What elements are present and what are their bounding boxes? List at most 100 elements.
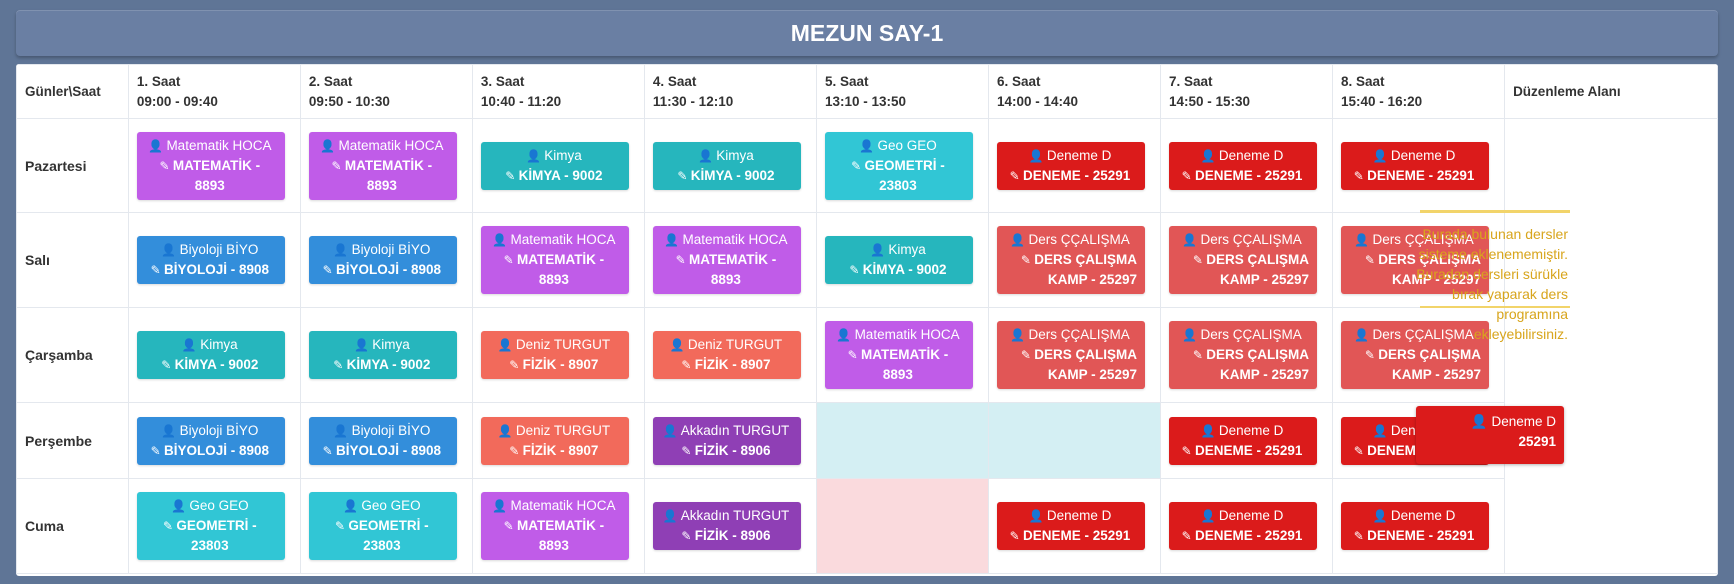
slot-cell[interactable]: 👤 Ders ÇÇALIŞMA ✎ DERS ÇALIŞMA KAMP - 252… [1332, 212, 1506, 308]
lesson-card[interactable]: 👤 Deneme D ✎ DENEME - 25291 [1341, 141, 1490, 190]
lesson-card[interactable]: 👤 Biyoloji BİYO ✎ BİYOLOJİ - 8908 [308, 236, 457, 284]
lesson-card[interactable]: 👤 Kimya ✎ KİMYA - 9002 [824, 236, 973, 284]
slot-cell[interactable]: 👤 Deneme D ✎ DENEME - 25291 [1159, 478, 1334, 574]
slot-cell[interactable]: 👤 Kimya ✎ KİMYA - 9002 [471, 118, 645, 213]
user-icon: 👤 [353, 338, 373, 352]
slot-cell[interactable]: 👤 Kimya ✎ KİMYA - 9002 [815, 212, 989, 308]
slot-cell[interactable]: 👤 Kimya ✎ KİMYA - 9002 [643, 118, 817, 213]
dragged-lesson-card[interactable]: 👤 Deneme D 25291 [1416, 406, 1564, 464]
slot-cell[interactable]: 👤 Biyoloji BİYO ✎ BİYOLOJİ - 8908 [127, 212, 301, 308]
edit-icon: ✎ [150, 443, 164, 458]
page-title: MEZUN SAY-1 [16, 10, 1718, 56]
slot-cell[interactable]: 👤 Deneme D ✎ DENEME - 25291 [987, 478, 1162, 574]
lesson-course: KİMYA - 9002 [518, 167, 603, 183]
edit-icon: ✎ [1181, 168, 1196, 183]
lesson-card[interactable]: 👤 Kimya ✎ KİMYA - 9002 [652, 141, 801, 190]
lesson-card[interactable]: 👤 Kimya ✎ KİMYA - 9002 [136, 331, 285, 379]
slot-cell[interactable]: 👤 Deniz TURGUT ✎ FİZİK - 8907 [471, 402, 645, 479]
lesson-card[interactable]: 👤 Deniz TURGUT ✎ FİZİK - 8907 [652, 331, 801, 379]
lesson-card[interactable]: 👤 Deniz TURGUT ✎ FİZİK - 8907 [480, 416, 629, 465]
slot-cell[interactable]: 👤 Kimya ✎ KİMYA - 9002 [127, 307, 301, 403]
schedule-table: Günler\Saat 1. Saat 09:00 - 09:40 2. Saat… [16, 64, 1718, 576]
lesson-card[interactable]: 👤 Ders ÇÇALIŞMA ✎ DERS ÇALIŞMA KAMP - 252… [1341, 226, 1490, 294]
user-icon: 👤 [662, 509, 681, 523]
lesson-card[interactable]: 👤 Akkadın TURGUT ✎ FİZİK - 8906 [652, 502, 801, 550]
slot-cell[interactable]: 👤 Deneme D ✎ DENEME - 25291 [1159, 402, 1334, 479]
slot-cell[interactable]: 👤 Kimya ✎ KİMYA - 9002 [299, 307, 473, 403]
slot-cell[interactable]: 👤 Akkadın TURGUT ✎ FİZİK - 8906 [643, 478, 817, 574]
slot-cell[interactable]: 👤 Matematik HOCA ✎ MATEMATİK - 8893 [471, 478, 645, 574]
empty-slot-cell[interactable] [815, 402, 989, 479]
slot-cell[interactable]: 👤 Matematik HOCA ✎ MATEMATİK - 8893 [127, 118, 301, 213]
slot-cell[interactable]: 👤 Deneme D ✎ DENEME - 25291 [1332, 478, 1506, 574]
slot-cell[interactable]: 👤 Biyoloji BİYO ✎ BİYOLOJİ - 8908 [299, 212, 473, 308]
lesson-card[interactable]: 👤 Biyoloji BİYO ✎ BİYOLOJİ - 8908 [136, 416, 285, 465]
slot-cell[interactable]: 👤 Matematik HOCA ✎ MATEMATİK - 8893 [643, 212, 817, 308]
edit-area-cell[interactable] [1504, 118, 1718, 574]
lesson-card[interactable]: 👤 Deneme D ✎ DENEME - 25291 [1169, 141, 1317, 190]
slot-cell[interactable]: 👤 Geo GEO ✎ GEOMETRİ - 23803 [127, 478, 301, 574]
lesson-course: DERS ÇALIŞMA KAMP - 25297 [1206, 252, 1309, 287]
empty-slot-cell[interactable] [815, 478, 989, 574]
lesson-card[interactable]: 👤 Matematik HOCA ✎ MATEMATİK - 8893 [136, 131, 285, 200]
lesson-card[interactable]: 👤 Deneme D ✎ DENEME - 25291 [1341, 502, 1490, 550]
slot-cell[interactable]: 👤 Matematik HOCA ✎ MATEMATİK - 8893 [299, 118, 473, 213]
lesson-card[interactable]: 👤 Matematik HOCA ✎ MATEMATİK - 8893 [652, 226, 801, 294]
slot-cell[interactable]: 👤 Ders ÇÇALIŞMA ✎ DERS ÇALIŞMA KAMP - 252… [1159, 212, 1334, 308]
slot-cell[interactable]: 👤 Deniz TURGUT ✎ FİZİK - 8907 [471, 307, 645, 403]
slot-header-8: 8. Saat 15:40 - 16:20 [1332, 64, 1506, 119]
empty-slot-cell[interactable] [987, 402, 1162, 479]
slot-cell[interactable]: 👤 Deniz TURGUT ✎ FİZİK - 8907 [643, 307, 817, 403]
lesson-card[interactable]: 👤 Ders ÇÇALIŞMA ✎ DERS ÇALIŞMA KAMP - 252… [1169, 321, 1317, 389]
slot-cell[interactable]: 👤 Deneme D ✎ DENEME - 25291 [1159, 118, 1334, 213]
slot-cell[interactable]: 👤 Deneme D ✎ DENEME - 25291 [987, 118, 1162, 213]
slot-cell[interactable]: 👤 Biyoloji BİYO ✎ BİYOLOJİ - 8908 [127, 402, 301, 479]
lesson-card[interactable]: 👤 Ders ÇÇALIŞMA ✎ DERS ÇALIŞMA KAMP - 252… [996, 321, 1145, 389]
slot-cell[interactable]: 👤 Ders ÇÇALIŞMA ✎ DERS ÇALIŞMA KAMP - 252… [987, 307, 1162, 403]
lesson-card[interactable]: 👤 Kimya ✎ KİMYA - 9002 [308, 331, 457, 379]
lesson-card[interactable]: 👤 Akkadın TURGUT ✎ FİZİK - 8906 [652, 416, 801, 465]
edit-icon: ✎ [1353, 529, 1368, 543]
lesson-teacher: Geo GEO [877, 137, 937, 153]
lesson-teacher: Deneme D [1218, 147, 1284, 163]
slot-cell[interactable]: 👤 Ders ÇÇALIŞMA ✎ DERS ÇALIŞMA KAMP - 252… [987, 212, 1162, 308]
lesson-card[interactable]: 👤 Biyoloji BİYO ✎ BİYOLOJİ - 8908 [308, 416, 457, 465]
user-icon: 👤 [1182, 328, 1201, 342]
user-icon: 👤 [1028, 509, 1047, 523]
lesson-teacher: Ders ÇÇALIŞMA [1028, 327, 1130, 342]
lesson-card[interactable]: 👤 Ders ÇÇALIŞMA ✎ DERS ÇALIŞMA KAMP - 252… [1341, 321, 1490, 389]
lesson-card[interactable]: 👤 Kimya ✎ KİMYA - 9002 [480, 141, 629, 190]
slot-cell[interactable]: 👤 Ders ÇÇALIŞMA ✎ DERS ÇALIŞMA KAMP - 252… [1159, 307, 1334, 403]
lesson-card[interactable]: 👤 Geo GEO ✎ GEOMETRİ - 23803 [824, 131, 973, 200]
lesson-card[interactable]: 👤 Deneme D ✎ DENEME - 25291 [1169, 416, 1317, 465]
lesson-teacher: Deneme D [1046, 147, 1112, 163]
slot-cell[interactable]: 👤 Akkadın TURGUT ✎ FİZİK - 8906 [643, 402, 817, 479]
lesson-card[interactable]: 👤 Deniz TURGUT ✎ FİZİK - 8907 [480, 331, 629, 379]
info-divider-top [1420, 210, 1570, 213]
slot-cell[interactable]: 👤 Geo GEO ✎ GEOMETRİ - 23803 [815, 118, 989, 213]
lesson-card[interactable]: 👤 Geo GEO ✎ GEOMETRİ - 23803 [308, 492, 457, 560]
lesson-card[interactable]: 👤 Matematik HOCA ✎ MATEMATİK - 8893 [824, 321, 973, 389]
slot-cell[interactable]: 👤 Deneme D ✎ DENEME - 25291 [1332, 118, 1506, 213]
lesson-card[interactable]: 👤 Biyoloji BİYO ✎ BİYOLOJİ - 8908 [136, 236, 285, 284]
lesson-card[interactable]: 👤 Deneme D ✎ DENEME - 25291 [996, 502, 1145, 550]
lesson-teacher: Kimya [888, 242, 926, 257]
user-icon: 👤 [698, 148, 717, 163]
user-icon: 👤 [669, 338, 688, 352]
lesson-card[interactable]: 👤 Ders ÇÇALIŞMA ✎ DERS ÇALIŞMA KAMP - 252… [1169, 226, 1317, 294]
lesson-teacher: Geo GEO [189, 498, 249, 513]
slot-cell[interactable]: 👤 Matematik HOCA ✎ MATEMATİK - 8893 [471, 212, 645, 308]
lesson-card[interactable]: 👤 Deneme D ✎ DENEME - 25291 [1169, 502, 1317, 550]
edit-icon: ✎ [159, 158, 173, 173]
lesson-card[interactable]: 👤 Matematik HOCA ✎ MATEMATİK - 8893 [480, 226, 629, 294]
slot-cell[interactable]: 👤 Geo GEO ✎ GEOMETRİ - 23803 [299, 478, 473, 574]
lesson-course: MATEMATİK - 8893 [688, 252, 777, 287]
slot-cell[interactable]: 👤 Biyoloji BİYO ✎ BİYOLOJİ - 8908 [299, 402, 473, 479]
lesson-card[interactable]: 👤 Matematik HOCA ✎ MATEMATİK - 8893 [308, 131, 457, 200]
lesson-card[interactable]: 👤 Ders ÇÇALIŞMA ✎ DERS ÇALIŞMA KAMP - 252… [996, 226, 1145, 294]
edit-icon: ✎ [681, 358, 695, 372]
lesson-card[interactable]: 👤 Geo GEO ✎ GEOMETRİ - 23803 [136, 492, 285, 560]
slot-cell[interactable]: 👤 Matematik HOCA ✎ MATEMATİK - 8893 [815, 307, 989, 403]
lesson-card[interactable]: 👤 Deneme D ✎ DENEME - 25291 [996, 141, 1145, 190]
lesson-card[interactable]: 👤 Matematik HOCA ✎ MATEMATİK - 8893 [480, 492, 629, 560]
